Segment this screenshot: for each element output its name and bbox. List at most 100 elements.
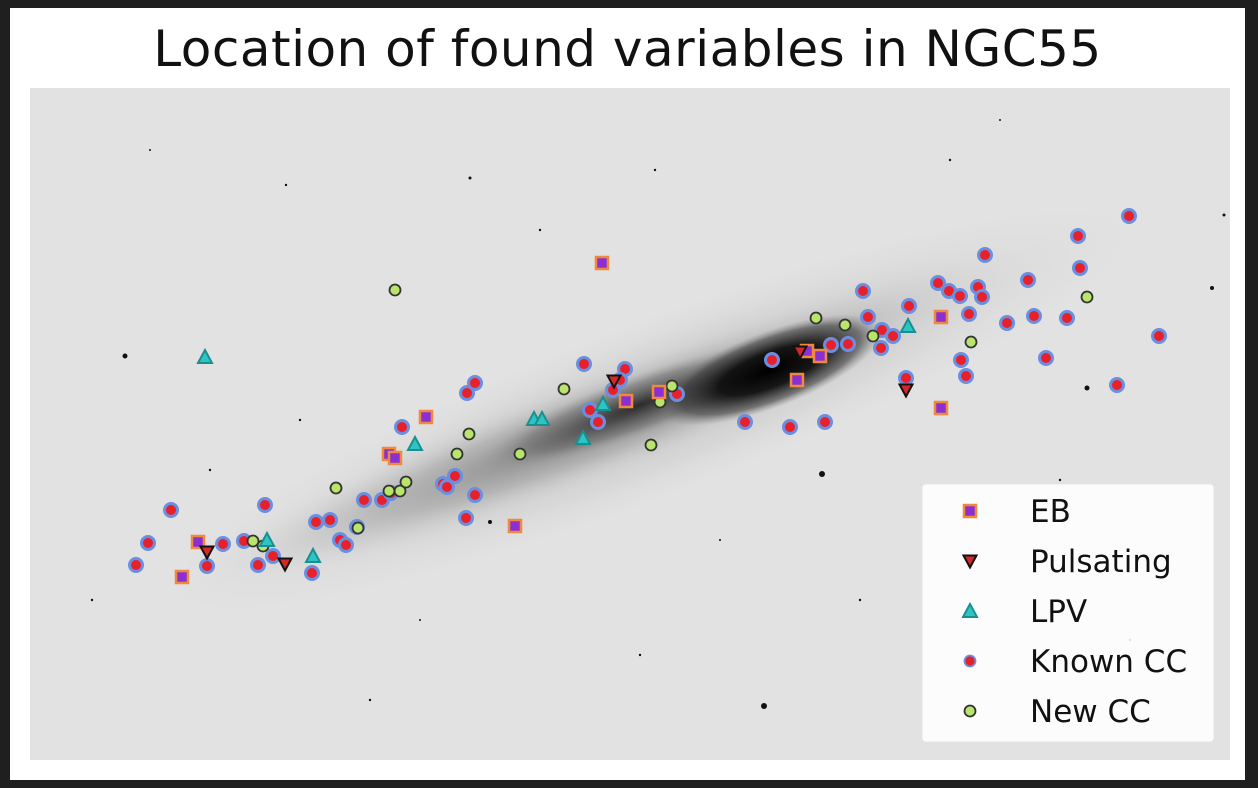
new-cc-marker xyxy=(388,283,402,297)
legend-label-new-cc: New CC xyxy=(1030,694,1151,730)
known-cc-marker xyxy=(338,537,354,553)
known-cc-marker xyxy=(961,306,977,322)
known-cc-marker xyxy=(860,309,876,325)
known-cc-marker xyxy=(394,419,410,435)
known-cc-marker xyxy=(447,468,463,484)
series-pulsating xyxy=(198,345,915,573)
eb-marker xyxy=(812,348,828,364)
new-cc-marker xyxy=(393,484,407,498)
lpv-marker xyxy=(196,347,214,364)
known-cc-marker xyxy=(140,535,156,551)
known-cc-marker xyxy=(898,370,914,386)
pulsating-marker xyxy=(198,545,216,561)
known-cc-marker xyxy=(977,247,993,263)
known-cc-marker xyxy=(576,356,592,372)
series-lpv xyxy=(196,316,917,563)
known-cc-marker xyxy=(823,337,839,353)
known-cc-marker xyxy=(1151,328,1167,344)
known-cc-marker xyxy=(901,298,917,314)
known-cc-marker xyxy=(885,328,901,344)
known-cc-marker xyxy=(356,492,372,508)
new-cc-marker xyxy=(644,438,658,452)
data-points xyxy=(128,208,1167,585)
legend-item-new-cc: New CC xyxy=(963,694,1151,730)
eb-marker xyxy=(190,534,206,550)
new-cc-marker xyxy=(246,534,260,548)
known-cc-marker xyxy=(855,283,871,299)
series-eb xyxy=(174,255,949,585)
known-cc-marker xyxy=(974,289,990,305)
known-cc-marker xyxy=(1121,208,1137,224)
legend-item-eb: EB xyxy=(962,494,1071,530)
known-cc-marker xyxy=(1026,308,1042,324)
legend-label-known-cc: Known CC xyxy=(1030,644,1187,680)
eb-marker xyxy=(933,309,949,325)
pulsating-marker xyxy=(605,374,623,390)
legend-eb-marker xyxy=(962,503,978,519)
lpv-marker xyxy=(533,409,551,426)
known-cc-marker xyxy=(215,536,231,552)
pulsating-marker xyxy=(897,383,915,399)
new-cc-marker xyxy=(399,475,413,489)
series-new-cc xyxy=(246,283,1094,553)
known-cc-marker xyxy=(467,487,483,503)
new-cc-marker xyxy=(329,481,343,495)
known-cc-marker xyxy=(1038,350,1054,366)
legend-item-lpv: LPV xyxy=(961,594,1087,630)
known-cc-marker xyxy=(439,479,455,495)
new-cc-marker xyxy=(450,447,464,461)
legend-known-cc-marker xyxy=(963,654,977,668)
lpv-marker xyxy=(594,394,612,411)
known-cc-marker xyxy=(953,352,969,368)
known-cc-marker xyxy=(458,510,474,526)
eb-marker xyxy=(418,409,434,425)
known-cc-marker xyxy=(163,502,179,518)
legend-box xyxy=(921,483,1215,743)
new-cc-marker xyxy=(462,427,476,441)
known-cc-marker xyxy=(873,340,889,356)
known-cc-marker xyxy=(590,414,606,430)
known-cc-marker xyxy=(782,419,798,435)
known-cc-marker xyxy=(308,514,324,530)
new-cc-marker xyxy=(665,379,679,393)
known-cc-marker xyxy=(958,368,974,384)
known-cc-marker xyxy=(1070,228,1086,244)
eb-marker xyxy=(618,393,634,409)
known-cc-marker xyxy=(1072,260,1088,276)
known-cc-marker xyxy=(764,352,780,368)
known-cc-marker xyxy=(1020,272,1036,288)
legend-label-pulsating: Pulsating xyxy=(1030,544,1172,580)
legend-pulsating-marker xyxy=(961,554,979,570)
new-cc-marker xyxy=(557,382,571,396)
legend-label-eb: EB xyxy=(1030,494,1071,530)
legend-new-cc-marker xyxy=(963,704,977,718)
eb-marker xyxy=(933,400,949,416)
known-cc-marker xyxy=(467,375,483,391)
new-cc-marker xyxy=(382,484,396,498)
known-cc-marker xyxy=(952,288,968,304)
new-cc-marker xyxy=(351,521,365,535)
eb-marker xyxy=(507,518,523,534)
new-cc-marker xyxy=(838,318,852,332)
known-cc-marker xyxy=(128,557,144,573)
known-cc-marker xyxy=(1109,377,1125,393)
legend: EB Pulsating LPV Known CC New CC xyxy=(921,483,1215,743)
known-cc-marker xyxy=(1059,310,1075,326)
new-cc-marker xyxy=(866,329,880,343)
known-cc-marker xyxy=(304,565,320,581)
new-cc-marker xyxy=(1080,290,1094,304)
legend-item-pulsating: Pulsating xyxy=(961,544,1172,580)
new-cc-marker xyxy=(964,335,978,349)
known-cc-marker xyxy=(840,336,856,352)
new-cc-marker xyxy=(809,311,823,325)
known-cc-marker xyxy=(199,558,215,574)
eb-marker xyxy=(651,384,667,400)
eb-marker xyxy=(594,255,610,271)
known-cc-marker xyxy=(817,414,833,430)
chart-title: Location of found variables in NGC55 xyxy=(153,20,1102,78)
lpv-marker xyxy=(899,316,917,333)
known-cc-marker xyxy=(999,315,1015,331)
known-cc-marker xyxy=(459,385,475,401)
legend-lpv-marker xyxy=(961,601,979,618)
